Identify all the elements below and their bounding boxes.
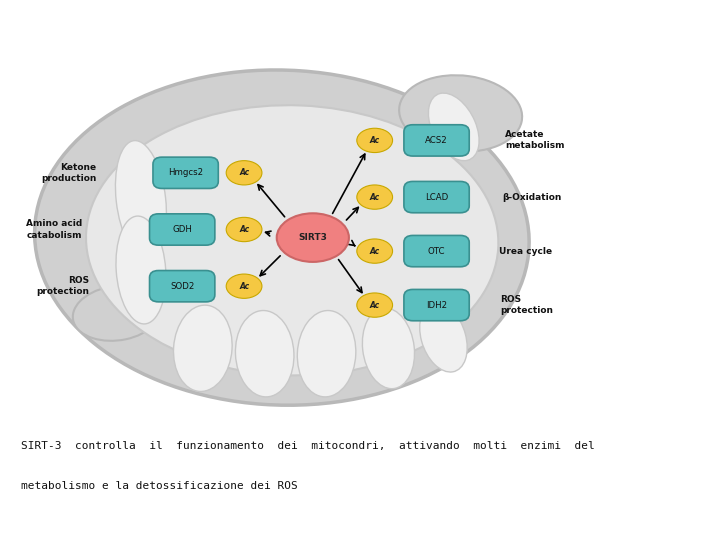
Ellipse shape: [86, 105, 498, 375]
Ellipse shape: [276, 213, 349, 262]
Ellipse shape: [116, 216, 166, 324]
FancyBboxPatch shape: [404, 125, 469, 156]
Ellipse shape: [226, 160, 262, 185]
FancyBboxPatch shape: [150, 214, 215, 245]
Text: SOD2: SOD2: [170, 282, 194, 291]
Ellipse shape: [115, 140, 166, 259]
Text: SIRT-3  controlla  il  funzionamento  dei  mitocondri,  attivando  molti  enzimi: SIRT-3 controlla il funzionamento dei mi…: [21, 441, 595, 450]
Ellipse shape: [357, 239, 392, 263]
Text: β-Oxidation: β-Oxidation: [502, 193, 562, 201]
Text: ROS
protection: ROS protection: [37, 276, 89, 296]
Text: IDH2: IDH2: [426, 301, 447, 309]
Text: Ac: Ac: [369, 193, 379, 201]
Text: Ac: Ac: [239, 282, 249, 291]
Text: Ac: Ac: [369, 247, 379, 255]
Text: Ac: Ac: [239, 168, 249, 177]
Text: Ac: Ac: [369, 301, 379, 309]
Ellipse shape: [357, 128, 392, 152]
Ellipse shape: [226, 217, 262, 241]
FancyBboxPatch shape: [404, 289, 469, 321]
Ellipse shape: [357, 185, 392, 209]
Text: Ketone
production: Ketone production: [41, 163, 96, 183]
Text: ROS
protection: ROS protection: [500, 295, 554, 315]
Ellipse shape: [226, 274, 262, 298]
FancyBboxPatch shape: [150, 271, 215, 302]
Ellipse shape: [362, 308, 415, 389]
Ellipse shape: [420, 303, 467, 372]
Text: Ac: Ac: [369, 136, 379, 145]
Text: Hmgcs2: Hmgcs2: [168, 168, 203, 177]
FancyBboxPatch shape: [404, 235, 469, 267]
Text: SIRT3: SIRT3: [298, 233, 328, 242]
Text: Urea cycle: Urea cycle: [499, 247, 552, 255]
Ellipse shape: [73, 286, 161, 341]
Ellipse shape: [399, 75, 522, 152]
Text: OTC: OTC: [428, 247, 445, 255]
FancyBboxPatch shape: [153, 157, 218, 188]
Text: LCAD: LCAD: [425, 193, 448, 201]
FancyBboxPatch shape: [404, 181, 469, 213]
Ellipse shape: [235, 310, 294, 397]
Ellipse shape: [357, 293, 392, 317]
Text: GDH: GDH: [172, 225, 192, 234]
Ellipse shape: [174, 305, 232, 392]
Text: Amino acid
catabolism: Amino acid catabolism: [26, 219, 83, 240]
Text: Acetate
metabolism: Acetate metabolism: [505, 130, 564, 151]
Text: metabolismo e la detossificazione dei ROS: metabolismo e la detossificazione dei RO…: [21, 481, 297, 491]
Text: Ac: Ac: [239, 225, 249, 234]
Text: ACS2: ACS2: [426, 136, 448, 145]
Ellipse shape: [35, 70, 529, 405]
Ellipse shape: [428, 93, 479, 161]
Ellipse shape: [297, 310, 356, 397]
